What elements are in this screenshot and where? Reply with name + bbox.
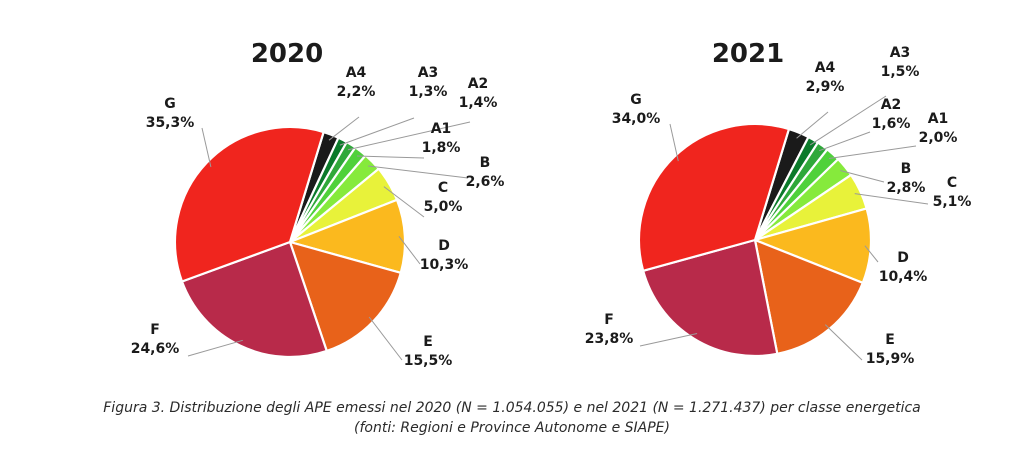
slice-label-2021-d: D: [897, 250, 909, 266]
slice-label-2021-g: G: [630, 92, 642, 108]
pie-chart-2020: 2020 A4 2,2% A3 1,3% A2 1,4% A1 1,8% B 2,6% C 5,0% D…: [131, 39, 505, 369]
slice-label-2021-a2: A2: [881, 97, 902, 113]
leader-line-2020-b: [368, 165, 469, 179]
leader-line-2021-a2: [819, 131, 871, 152]
chart-title-2020: 2020: [251, 39, 323, 69]
slice-value-2021-a2: 1,6%: [872, 116, 911, 132]
leader-line-2021-d: [864, 245, 879, 263]
leader-line-2020-a1: [356, 155, 425, 159]
slice-value-2021-a1: 2,0%: [919, 130, 958, 146]
slice-value-2020-b: 2,6%: [466, 174, 505, 190]
slice-label-2020-d: D: [438, 238, 450, 254]
slice-value-2020-g: 35,3%: [146, 115, 195, 131]
pie-slice-2020-d: [286, 198, 407, 275]
slice-label-2020-b: B: [480, 155, 491, 171]
leader-line-2020-e: [368, 316, 403, 361]
pie-slice-2021-e: [753, 238, 865, 356]
leader-line-2021-f: [639, 333, 698, 347]
pie-slice-2021-f: [641, 238, 779, 358]
leader-line-2021-a3: [809, 95, 887, 146]
leader-line-2020-a4: [328, 116, 360, 141]
pie-slice-2021-d: [751, 207, 873, 285]
pie-charts-figure: 2020 A4 2,2% A3 1,3% A2 1,4% A1 1,8% B 2,6% C 5,0% D…: [131, 39, 972, 369]
slice-label-2021-c: C: [947, 175, 957, 191]
slice-value-2021-g: 34,0%: [612, 111, 661, 127]
leader-line-2020-c: [383, 186, 425, 218]
slice-label-2020-f: F: [150, 322, 160, 338]
slice-label-2021-a1: A1: [928, 111, 949, 127]
slice-label-2021-b: B: [901, 161, 912, 177]
leader-line-2021-a4: [796, 111, 829, 139]
slice-value-2021-d: 10,4%: [879, 269, 928, 285]
slice-value-2020-d: 10,3%: [420, 257, 469, 273]
leader-line-2020-a2: [347, 121, 471, 151]
figure-caption-line-1: Figura 3. Distribuzione degli APE emessi…: [103, 400, 921, 416]
chart-title-2021: 2021: [712, 39, 784, 69]
slice-value-2021-c: 5,1%: [933, 194, 972, 210]
slice-value-2020-a4: 2,2%: [337, 84, 376, 100]
slice-label-2021-f: F: [604, 312, 614, 328]
slice-label-2021-a3: A3: [890, 45, 911, 61]
leader-line-2021-e: [824, 324, 863, 361]
slice-value-2020-f: 24,6%: [131, 341, 180, 357]
leader-line-2021-b: [840, 170, 885, 183]
leader-line-2021-c: [854, 193, 929, 205]
leader-line-2020-a3: [339, 117, 415, 146]
leader-line-2021-g: [669, 123, 679, 162]
slice-value-2020-a3: 1,3%: [409, 84, 448, 100]
slice-label-2020-a2: A2: [468, 76, 489, 92]
slice-value-2021-b: 2,8%: [887, 180, 926, 196]
slice-value-2021-e: 15,9%: [866, 351, 915, 367]
leader-line-2021-a1: [828, 145, 917, 159]
leader-line-2020-g: [201, 127, 212, 168]
slice-value-2021-a3: 1,5%: [881, 64, 920, 80]
leader-line-2020-f: [187, 339, 243, 357]
slice-value-2020-e: 15,5%: [404, 353, 453, 369]
slice-label-2020-g: G: [164, 96, 176, 112]
leader-line-2020-d: [398, 235, 421, 265]
slice-label-2020-a4: A4: [346, 65, 367, 81]
figure-caption-source: (fonti: Regioni e Province Autonome e SI…: [354, 420, 670, 436]
slice-label-2021-a4: A4: [815, 60, 836, 76]
slice-label-2020-a1: A1: [431, 121, 452, 137]
pie-slice-2021-g: [637, 122, 791, 273]
slice-value-2020-a2: 1,4%: [459, 95, 498, 111]
pie-chart-2021: 2021 A4 2,9% A3 1,5% A2 1,6% A1 2,0% B 2,8% C 5,1% D…: [585, 39, 972, 367]
slice-label-2020-c: C: [438, 180, 448, 196]
pie-slice-2020-g: [173, 125, 325, 283]
pie-slice-2020-f: [180, 240, 329, 359]
slice-value-2021-a4: 2,9%: [806, 79, 845, 95]
slice-value-2020-c: 5,0%: [424, 199, 463, 215]
slice-label-2020-e: E: [423, 334, 433, 350]
slice-value-2020-a1: 1,8%: [422, 140, 461, 156]
slice-label-2020-a3: A3: [418, 65, 439, 81]
slice-label-2021-e: E: [885, 332, 895, 348]
slice-value-2021-f: 23,8%: [585, 331, 634, 347]
